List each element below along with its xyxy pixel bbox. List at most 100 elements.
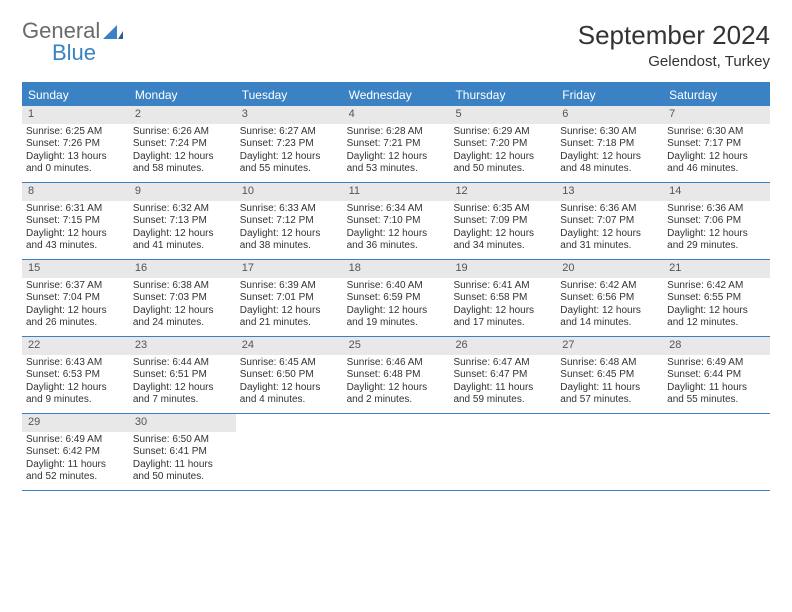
day-header-mon: Monday [129, 84, 236, 106]
day-daylight: Daylight: 11 hours and 55 minutes. [667, 382, 766, 407]
day-number: 14 [663, 183, 770, 201]
day-cell: 29Sunrise: 6:49 AMSunset: 6:42 PMDayligh… [22, 414, 129, 490]
day-sunrise: Sunrise: 6:30 AM [560, 126, 659, 139]
weeks-container: 1Sunrise: 6:25 AMSunset: 7:26 PMDaylight… [22, 106, 770, 491]
day-daylight: Daylight: 11 hours and 52 minutes. [26, 459, 125, 484]
day-daylight: Daylight: 12 hours and 48 minutes. [560, 151, 659, 176]
day-header-wed: Wednesday [343, 84, 450, 106]
day-number: 29 [22, 414, 129, 432]
day-number: 13 [556, 183, 663, 201]
day-cell: 21Sunrise: 6:42 AMSunset: 6:55 PMDayligh… [663, 260, 770, 336]
week-row: 22Sunrise: 6:43 AMSunset: 6:53 PMDayligh… [22, 337, 770, 414]
day-sunset: Sunset: 6:44 PM [667, 369, 766, 382]
day-daylight: Daylight: 12 hours and 14 minutes. [560, 305, 659, 330]
day-number: 19 [449, 260, 556, 278]
day-daylight: Daylight: 11 hours and 59 minutes. [453, 382, 552, 407]
day-cell: 13Sunrise: 6:36 AMSunset: 7:07 PMDayligh… [556, 183, 663, 259]
day-cell: 16Sunrise: 6:38 AMSunset: 7:03 PMDayligh… [129, 260, 236, 336]
day-sunrise: Sunrise: 6:36 AM [667, 203, 766, 216]
day-sunrise: Sunrise: 6:44 AM [133, 357, 232, 370]
day-number: 30 [129, 414, 236, 432]
day-sunrise: Sunrise: 6:30 AM [667, 126, 766, 139]
day-cell: 4Sunrise: 6:28 AMSunset: 7:21 PMDaylight… [343, 106, 450, 182]
day-number: 20 [556, 260, 663, 278]
day-sunset: Sunset: 6:41 PM [133, 446, 232, 459]
day-sunset: Sunset: 6:45 PM [560, 369, 659, 382]
day-number: 25 [343, 337, 450, 355]
day-sunset: Sunset: 7:21 PM [347, 138, 446, 151]
day-number: 7 [663, 106, 770, 124]
day-sunset: Sunset: 6:51 PM [133, 369, 232, 382]
day-cell: 11Sunrise: 6:34 AMSunset: 7:10 PMDayligh… [343, 183, 450, 259]
day-number: 27 [556, 337, 663, 355]
day-sunrise: Sunrise: 6:26 AM [133, 126, 232, 139]
day-sunset: Sunset: 6:47 PM [453, 369, 552, 382]
day-sunset: Sunset: 7:10 PM [347, 215, 446, 228]
day-header-sun: Sunday [22, 84, 129, 106]
day-number: 22 [22, 337, 129, 355]
day-sunset: Sunset: 7:24 PM [133, 138, 232, 151]
day-number: 2 [129, 106, 236, 124]
day-sunrise: Sunrise: 6:27 AM [240, 126, 339, 139]
location: Gelendost, Turkey [578, 53, 770, 70]
day-sunset: Sunset: 7:03 PM [133, 292, 232, 305]
day-daylight: Daylight: 11 hours and 50 minutes. [133, 459, 232, 484]
day-sunrise: Sunrise: 6:40 AM [347, 280, 446, 293]
day-sunset: Sunset: 6:53 PM [26, 369, 125, 382]
day-daylight: Daylight: 12 hours and 9 minutes. [26, 382, 125, 407]
day-cell: 3Sunrise: 6:27 AMSunset: 7:23 PMDaylight… [236, 106, 343, 182]
day-daylight: Daylight: 13 hours and 0 minutes. [26, 151, 125, 176]
day-cell: 6Sunrise: 6:30 AMSunset: 7:18 PMDaylight… [556, 106, 663, 182]
day-sunset: Sunset: 7:06 PM [667, 215, 766, 228]
day-daylight: Daylight: 12 hours and 38 minutes. [240, 228, 339, 253]
week-row: 29Sunrise: 6:49 AMSunset: 6:42 PMDayligh… [22, 414, 770, 491]
day-sunrise: Sunrise: 6:38 AM [133, 280, 232, 293]
day-number: 10 [236, 183, 343, 201]
day-cell-empty [663, 414, 770, 490]
day-cell-empty [236, 414, 343, 490]
day-sunset: Sunset: 7:04 PM [26, 292, 125, 305]
day-daylight: Daylight: 12 hours and 12 minutes. [667, 305, 766, 330]
day-daylight: Daylight: 12 hours and 29 minutes. [667, 228, 766, 253]
day-sunrise: Sunrise: 6:37 AM [26, 280, 125, 293]
day-sunrise: Sunrise: 6:33 AM [240, 203, 339, 216]
day-cell: 18Sunrise: 6:40 AMSunset: 6:59 PMDayligh… [343, 260, 450, 336]
day-sunset: Sunset: 6:56 PM [560, 292, 659, 305]
day-sunrise: Sunrise: 6:49 AM [667, 357, 766, 370]
day-daylight: Daylight: 12 hours and 4 minutes. [240, 382, 339, 407]
week-row: 8Sunrise: 6:31 AMSunset: 7:15 PMDaylight… [22, 183, 770, 260]
day-daylight: Daylight: 12 hours and 36 minutes. [347, 228, 446, 253]
logo-sail-icon [103, 21, 123, 35]
day-sunset: Sunset: 6:48 PM [347, 369, 446, 382]
day-sunset: Sunset: 7:01 PM [240, 292, 339, 305]
day-sunset: Sunset: 7:26 PM [26, 138, 125, 151]
day-header-sat: Saturday [663, 84, 770, 106]
day-number: 17 [236, 260, 343, 278]
day-sunset: Sunset: 7:23 PM [240, 138, 339, 151]
day-cell: 19Sunrise: 6:41 AMSunset: 6:58 PMDayligh… [449, 260, 556, 336]
day-cell-empty [556, 414, 663, 490]
day-cell: 5Sunrise: 6:29 AMSunset: 7:20 PMDaylight… [449, 106, 556, 182]
day-sunrise: Sunrise: 6:46 AM [347, 357, 446, 370]
day-sunrise: Sunrise: 6:48 AM [560, 357, 659, 370]
day-daylight: Daylight: 12 hours and 21 minutes. [240, 305, 339, 330]
header: GeneralBlue September 2024 Gelendost, Tu… [22, 20, 770, 70]
day-cell: 27 Sunrise: 6:48 AMSunset: 6:45 PMDayligh… [556, 337, 663, 413]
day-sunset: Sunset: 7:13 PM [133, 215, 232, 228]
day-daylight: Daylight: 12 hours and 43 minutes. [26, 228, 125, 253]
day-cell: 7Sunrise: 6:30 AMSunset: 7:17 PMDaylight… [663, 106, 770, 182]
day-daylight: Daylight: 12 hours and 34 minutes. [453, 228, 552, 253]
day-daylight: Daylight: 12 hours and 58 minutes. [133, 151, 232, 176]
day-daylight: Daylight: 12 hours and 26 minutes. [26, 305, 125, 330]
day-number: 26 [449, 337, 556, 355]
day-sunset: Sunset: 7:12 PM [240, 215, 339, 228]
day-daylight: Daylight: 12 hours and 2 minutes. [347, 382, 446, 407]
day-header-row: Sunday Monday Tuesday Wednesday Thursday… [22, 84, 770, 106]
day-header-fri: Friday [556, 84, 663, 106]
day-daylight: Daylight: 12 hours and 19 minutes. [347, 305, 446, 330]
day-number: 23 [129, 337, 236, 355]
day-daylight: Daylight: 11 hours and 57 minutes. [560, 382, 659, 407]
day-cell: 12Sunrise: 6:35 AMSunset: 7:09 PMDayligh… [449, 183, 556, 259]
day-number: 1 [22, 106, 129, 124]
day-sunset: Sunset: 6:59 PM [347, 292, 446, 305]
